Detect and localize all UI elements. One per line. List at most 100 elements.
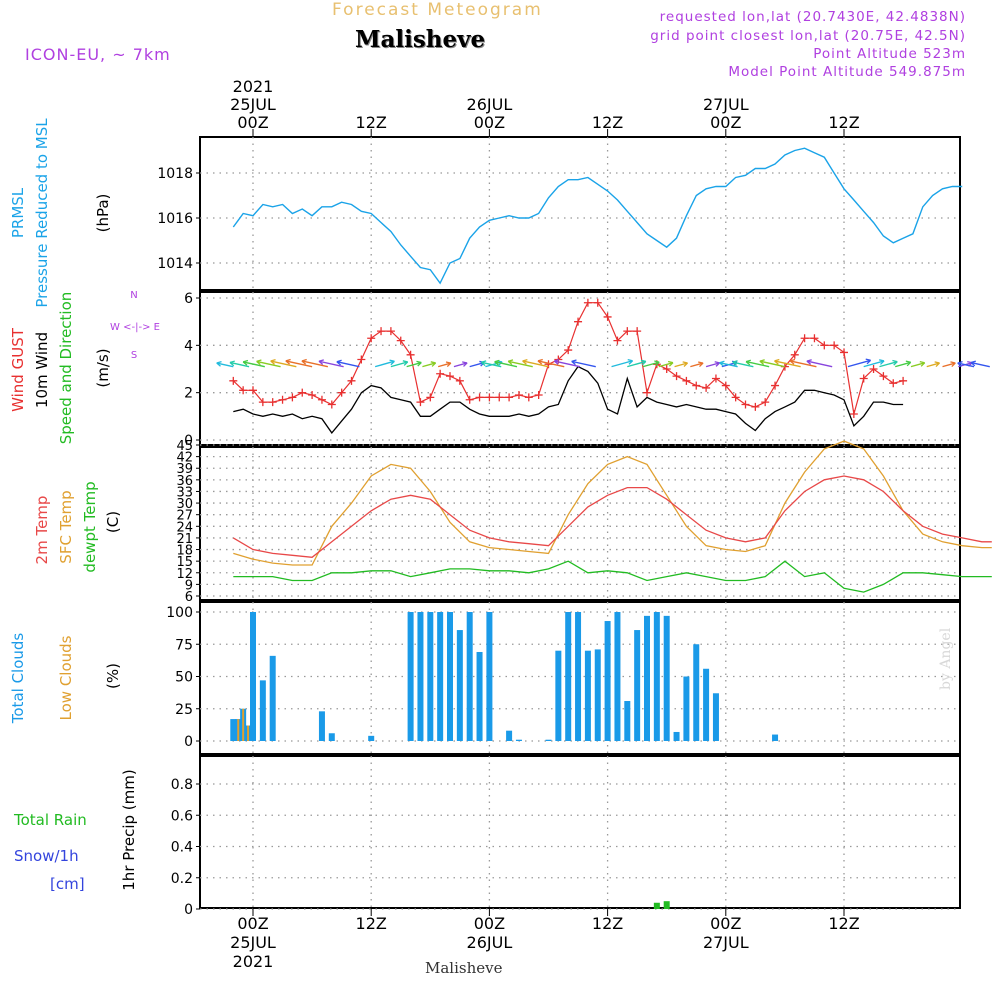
model-label: ICON-EU, ~ 7km bbox=[25, 45, 171, 64]
gust-point bbox=[672, 372, 681, 381]
cloud-bar bbox=[575, 612, 582, 741]
wind-arrow-head bbox=[682, 361, 688, 367]
wind-arrow bbox=[270, 360, 297, 368]
wind-arrow-head bbox=[537, 358, 543, 365]
xtick-label: 12Z bbox=[828, 113, 859, 132]
wind-arrow-head bbox=[216, 360, 222, 367]
ytick-label: 0.4 bbox=[171, 840, 193, 856]
ytick-label: 2 bbox=[184, 386, 193, 402]
gust-point bbox=[514, 391, 523, 400]
cloud-bar bbox=[417, 612, 424, 741]
ytick-label: 45 bbox=[176, 439, 193, 454]
wind-arrow-head bbox=[242, 359, 249, 366]
wind-arrow-head bbox=[789, 358, 796, 365]
ytick-label: 21 bbox=[176, 532, 193, 547]
wind-line bbox=[233, 365, 904, 434]
watermark: by Angel bbox=[938, 627, 954, 690]
cloud-bar bbox=[259, 680, 266, 741]
gust-point bbox=[347, 376, 356, 385]
wind-arrow-head bbox=[336, 359, 342, 366]
wind-arrow-head bbox=[714, 361, 721, 367]
cloud-bar bbox=[634, 630, 641, 741]
clouds-unit-group: (%) bbox=[104, 663, 122, 689]
compass-we: W <-|-> E bbox=[110, 322, 160, 333]
wind-arrow-head bbox=[654, 360, 660, 367]
wind-arrow-head bbox=[970, 360, 977, 367]
clouds-label-2: Low Clouds bbox=[57, 635, 75, 720]
cloud-bar bbox=[624, 701, 631, 741]
requested-coords: requested lon,lat (20.7430E, 42.4838N) bbox=[659, 9, 966, 25]
ytick-label: 9 bbox=[185, 578, 193, 593]
ytick-label: 0 bbox=[184, 734, 193, 750]
ytick-label: 39 bbox=[176, 462, 193, 477]
gust-point bbox=[830, 341, 839, 350]
compass-s: S bbox=[131, 350, 137, 361]
cloud-bar bbox=[407, 612, 414, 741]
wind-arrow bbox=[422, 362, 436, 368]
cloud-bar bbox=[673, 731, 680, 741]
ytick-label: 100 bbox=[166, 605, 193, 621]
xtick-label: 00Z bbox=[710, 914, 741, 933]
wind-arrow-head bbox=[480, 360, 487, 367]
wind-arrow-head bbox=[571, 359, 577, 366]
wind-unit: (m/s) bbox=[94, 348, 112, 387]
xtick-label: 12Z bbox=[592, 113, 623, 132]
cloud-bar bbox=[584, 650, 591, 741]
gust-point bbox=[899, 376, 908, 385]
temp-label-3-group: dewpt Temp bbox=[81, 481, 99, 572]
gust-point bbox=[495, 393, 504, 402]
gust-point bbox=[278, 395, 287, 404]
super-title: Forecast Meteogram bbox=[332, 0, 543, 20]
wind-arrow bbox=[437, 362, 452, 368]
wind-arrow bbox=[627, 360, 647, 368]
wind-arrow bbox=[674, 362, 688, 368]
ytick-label: 15 bbox=[176, 555, 193, 570]
ytick-label: 1018 bbox=[157, 166, 193, 182]
wind-label-1-group: Wind GUST bbox=[9, 327, 27, 412]
wind-arrow-head bbox=[865, 358, 872, 365]
gust-point bbox=[741, 400, 750, 409]
gust-point bbox=[643, 388, 651, 397]
date-label: 26JUL bbox=[467, 95, 513, 114]
gust-point bbox=[761, 398, 770, 407]
wind-arrow bbox=[847, 359, 871, 368]
gust-point bbox=[840, 348, 848, 357]
gust-point bbox=[879, 372, 888, 381]
ytick-label: 4 bbox=[184, 338, 193, 354]
panel-frame-3 bbox=[199, 601, 961, 755]
wind-arrow-head bbox=[553, 358, 560, 365]
gust-point bbox=[692, 381, 701, 390]
wind-label-2: 10m Wind bbox=[33, 332, 51, 408]
clouds-label-1-group: Total Clouds bbox=[9, 633, 27, 725]
ytick-label: 30 bbox=[176, 497, 193, 512]
clouds-label-1: Total Clouds bbox=[9, 633, 27, 725]
wind-arrow-head bbox=[919, 361, 926, 367]
wind-arrow bbox=[494, 361, 518, 368]
precip-unit: 1hr Precip (mm) bbox=[120, 769, 138, 890]
wind-arrow bbox=[390, 361, 408, 368]
wind-arrow bbox=[806, 360, 833, 368]
ytick-label: 33 bbox=[176, 485, 193, 500]
t2m-line bbox=[232, 475, 992, 558]
gust-point bbox=[574, 317, 583, 326]
gust-point bbox=[288, 393, 297, 402]
wind-arrow bbox=[453, 362, 468, 368]
wind-arrow bbox=[554, 360, 581, 368]
wind-arrow bbox=[658, 361, 674, 368]
gust-point bbox=[662, 365, 671, 373]
precip-label-1: Total Rain bbox=[13, 811, 87, 829]
gust-point bbox=[593, 298, 602, 307]
ytick-label: 6 bbox=[185, 590, 193, 605]
temp-label-1: 2m Temp bbox=[33, 496, 51, 565]
xtick-label: 12Z bbox=[356, 113, 387, 132]
cloud-bar bbox=[476, 651, 483, 741]
wind-arrow-head bbox=[507, 359, 514, 366]
cloud-bar bbox=[427, 612, 434, 741]
date-label: 26JUL bbox=[467, 933, 513, 952]
cloud-bar bbox=[663, 615, 670, 741]
cloud-bar bbox=[328, 733, 335, 741]
clouds-unit: (%) bbox=[104, 663, 122, 689]
ytick-label: 0.6 bbox=[171, 808, 193, 824]
wind-arrow-head bbox=[950, 361, 956, 367]
year-label: 2021 bbox=[233, 77, 274, 96]
